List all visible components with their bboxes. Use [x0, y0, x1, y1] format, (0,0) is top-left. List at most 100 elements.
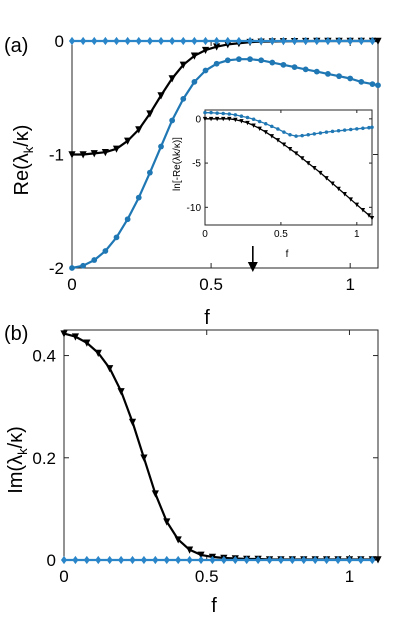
a-series-1-point — [336, 73, 342, 80]
a-series-0-point — [374, 37, 382, 45]
b-ytick-label: 0.4 — [32, 347, 56, 366]
panel-b-xlabel: f — [211, 595, 217, 617]
panel-a-ylabel-main: Re(λ — [11, 153, 33, 195]
a-series-1-point — [302, 66, 309, 73]
a-series-0-point — [90, 150, 98, 158]
a-series-2-point — [324, 36, 331, 46]
a-series-2-point — [347, 36, 354, 46]
a-series-2-point — [369, 36, 376, 46]
a-series-2-point — [235, 36, 242, 46]
a-series-2-point — [157, 36, 165, 46]
a-series-0-point — [201, 46, 210, 55]
a-series-2-point — [146, 36, 153, 46]
inset-series-1-point — [227, 112, 232, 116]
a-series-2-point — [291, 36, 298, 46]
b-series-1-point — [334, 555, 342, 565]
a-series-2-point — [358, 36, 365, 46]
a-ytick-label: -2 — [49, 259, 64, 278]
b-series-1-point — [277, 555, 285, 565]
inset-xlabel: f — [286, 249, 289, 260]
panel-b-ylabel-sub: k — [15, 448, 30, 455]
a-ytick-label: 0 — [55, 32, 64, 51]
inset-series-0-point — [227, 116, 232, 122]
a-series-0-point — [179, 61, 187, 69]
b-series-0-point — [140, 454, 148, 462]
a-series-2-point — [313, 36, 320, 46]
inset-axes-frame — [204, 109, 373, 226]
a-series-1-point — [202, 67, 209, 74]
inset-series-0-point — [366, 213, 372, 218]
panel-a-label: (a) — [4, 35, 28, 57]
a-series-0-point — [146, 110, 154, 118]
b-ytick-label: 0.2 — [32, 449, 56, 468]
arrow-head — [247, 262, 258, 272]
inset-ytick-label: 0 — [195, 114, 201, 125]
inset-series-0-point — [360, 207, 366, 213]
a-series-2-point — [213, 36, 220, 46]
b-series-1-point — [323, 555, 330, 565]
b-series-0-point — [186, 546, 194, 554]
inset-series-0-point — [293, 151, 299, 156]
inset-series-1-point — [203, 110, 207, 115]
b-ytick-label: 0 — [47, 551, 56, 570]
inset-series-1-point — [233, 113, 238, 117]
inset-xtick-label: 0 — [202, 229, 208, 240]
b-series-1-point — [289, 555, 296, 565]
a-series-1-point — [102, 248, 109, 254]
a-series-2-point — [191, 36, 198, 46]
a-series-0-point — [213, 43, 221, 51]
a-series-2-point — [202, 36, 209, 46]
inset-series-0-point — [269, 134, 274, 139]
panel-a-ylabel-end: /κ) — [11, 125, 33, 147]
inset-series-0-point — [221, 116, 226, 122]
b-series-1-point — [357, 555, 364, 565]
inset-series-1-point — [276, 127, 280, 131]
panel-b-ylabel-main: Im(λ — [5, 455, 27, 494]
inset-series-1-point — [288, 133, 292, 137]
a-series-1-point — [224, 57, 231, 64]
a-series-0-point — [190, 52, 198, 60]
b-series-1-point — [60, 555, 68, 565]
a-series-1-point — [158, 143, 164, 150]
panel-b-label: (b) — [4, 323, 28, 345]
b-series-1-point — [243, 555, 250, 565]
b-series-0-point — [60, 330, 68, 338]
a-series-1-point — [180, 96, 187, 102]
inset-series-1-point — [209, 110, 213, 115]
inset-series-1-point — [348, 127, 353, 132]
inset-plot-area: 0 0.5 1 -10 -5 0 — [187, 109, 375, 240]
inset-series-0-point — [275, 138, 281, 143]
a-series-2-point — [113, 36, 120, 46]
inset-series-1-point — [355, 127, 359, 131]
a-series-2-point — [224, 36, 231, 46]
b-series-1-point — [255, 555, 262, 565]
a-series-2-point — [180, 36, 187, 46]
a-series-0-point — [68, 151, 76, 159]
inset-xtick-label: 1 — [354, 229, 360, 240]
a-series-0-point — [112, 145, 121, 153]
b-series-0-point — [197, 551, 205, 559]
inset-series-0-point — [312, 165, 317, 171]
b-series-0-point — [374, 556, 382, 564]
b-series-1-point — [129, 555, 136, 565]
a-series-0-point — [135, 126, 143, 134]
a-series-0-point — [124, 137, 132, 145]
inset-series-1-point — [312, 132, 317, 136]
b-series-1-point — [140, 555, 147, 565]
inset-series-0-point — [306, 161, 311, 166]
b-series-1-point — [163, 555, 170, 565]
inset-series-0-point — [257, 126, 262, 131]
inset-series-0-point — [330, 181, 335, 186]
inset-series-1-point — [221, 111, 225, 116]
panel-a-ylabel-sub: k — [21, 146, 36, 153]
a-series-1-point — [80, 262, 87, 269]
a-series-1-point — [369, 81, 376, 88]
inset-series-0-point — [263, 130, 268, 135]
a-xtick-label: 1 — [345, 275, 354, 294]
a-series-2-point — [258, 36, 265, 46]
b-series-1-point — [232, 555, 239, 565]
inset-series-1-point — [251, 117, 256, 122]
b-series-1-point — [220, 555, 227, 565]
b-series-1-point — [83, 555, 90, 565]
b-series-0-point — [94, 349, 102, 357]
